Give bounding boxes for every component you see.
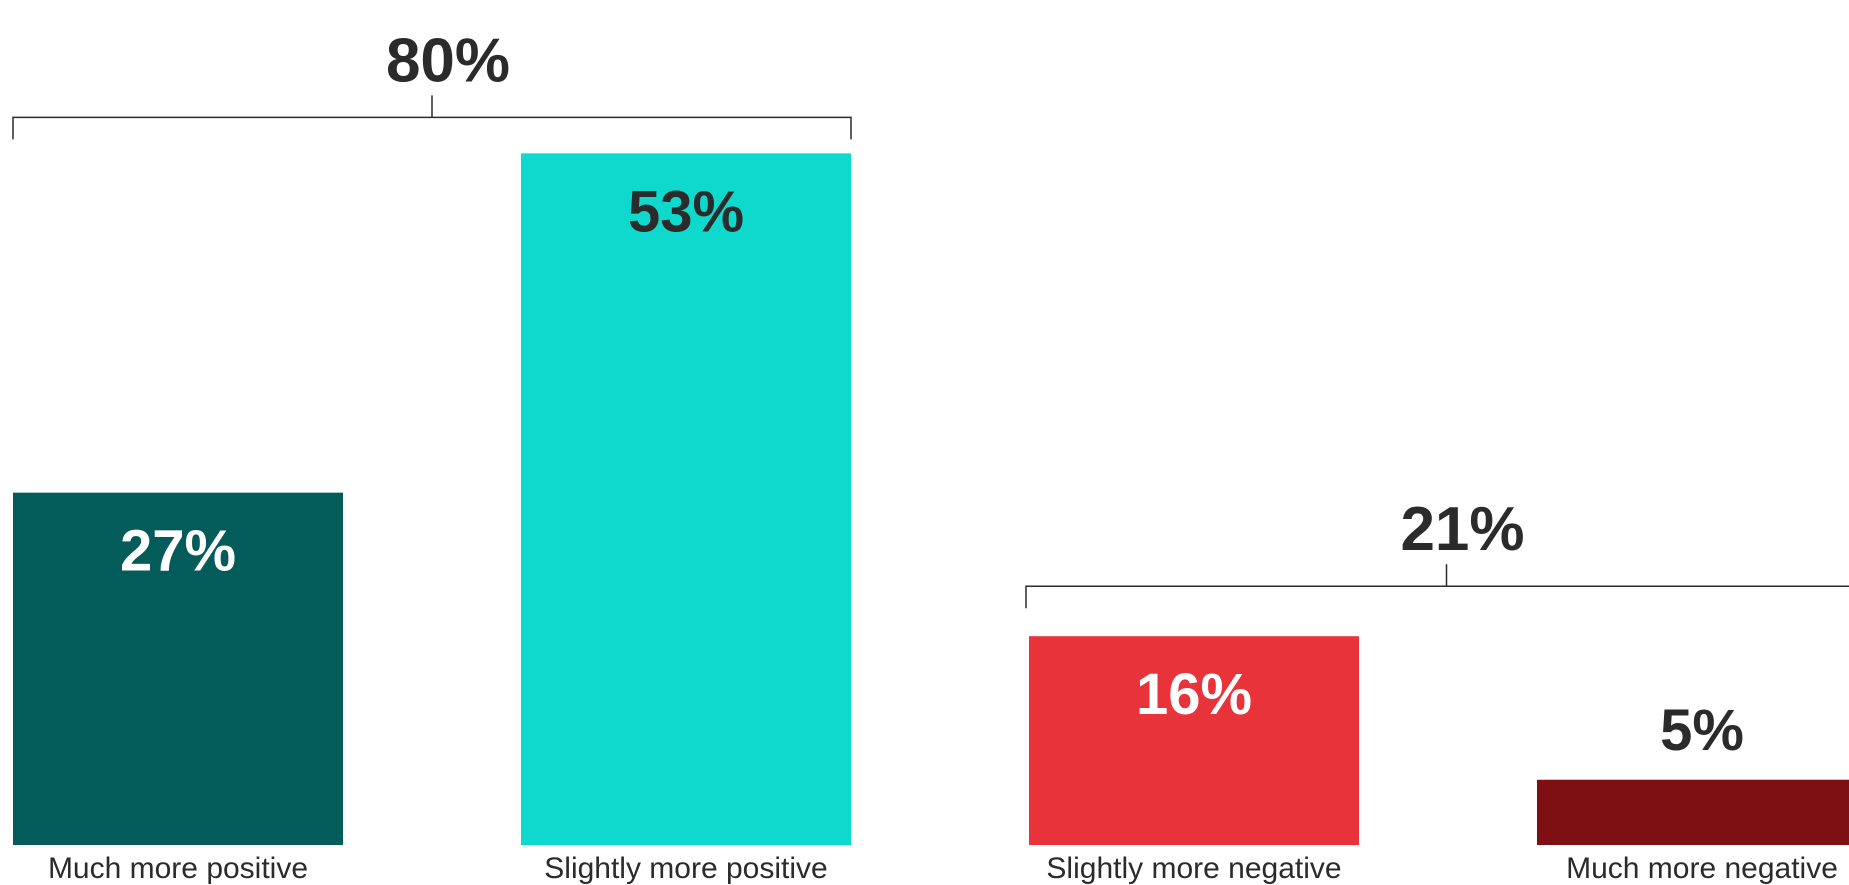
bar-1 [13, 492, 343, 845]
bar-4 [1537, 779, 1849, 845]
bar-value-label-3: 16% [1136, 662, 1252, 727]
bar-value-label-4: 5% [1660, 698, 1744, 763]
bar-value-label-1: 27% [120, 519, 236, 584]
bar-2 [521, 153, 851, 846]
category-label-3: Slightly more negative [1046, 852, 1341, 885]
group-bracket-1 [12, 95, 852, 140]
group-total-label-2: 21% [1400, 495, 1524, 564]
group-bracket-2 [1025, 564, 1849, 609]
category-label-2: Slightly more positive [544, 852, 827, 885]
group-total-label-1: 80% [386, 26, 510, 95]
category-label-1: Much more positive [48, 852, 308, 885]
category-label-4: Much more negative [1566, 852, 1838, 885]
bar-3 [1029, 636, 1359, 845]
bar-value-label-2: 53% [628, 179, 744, 244]
